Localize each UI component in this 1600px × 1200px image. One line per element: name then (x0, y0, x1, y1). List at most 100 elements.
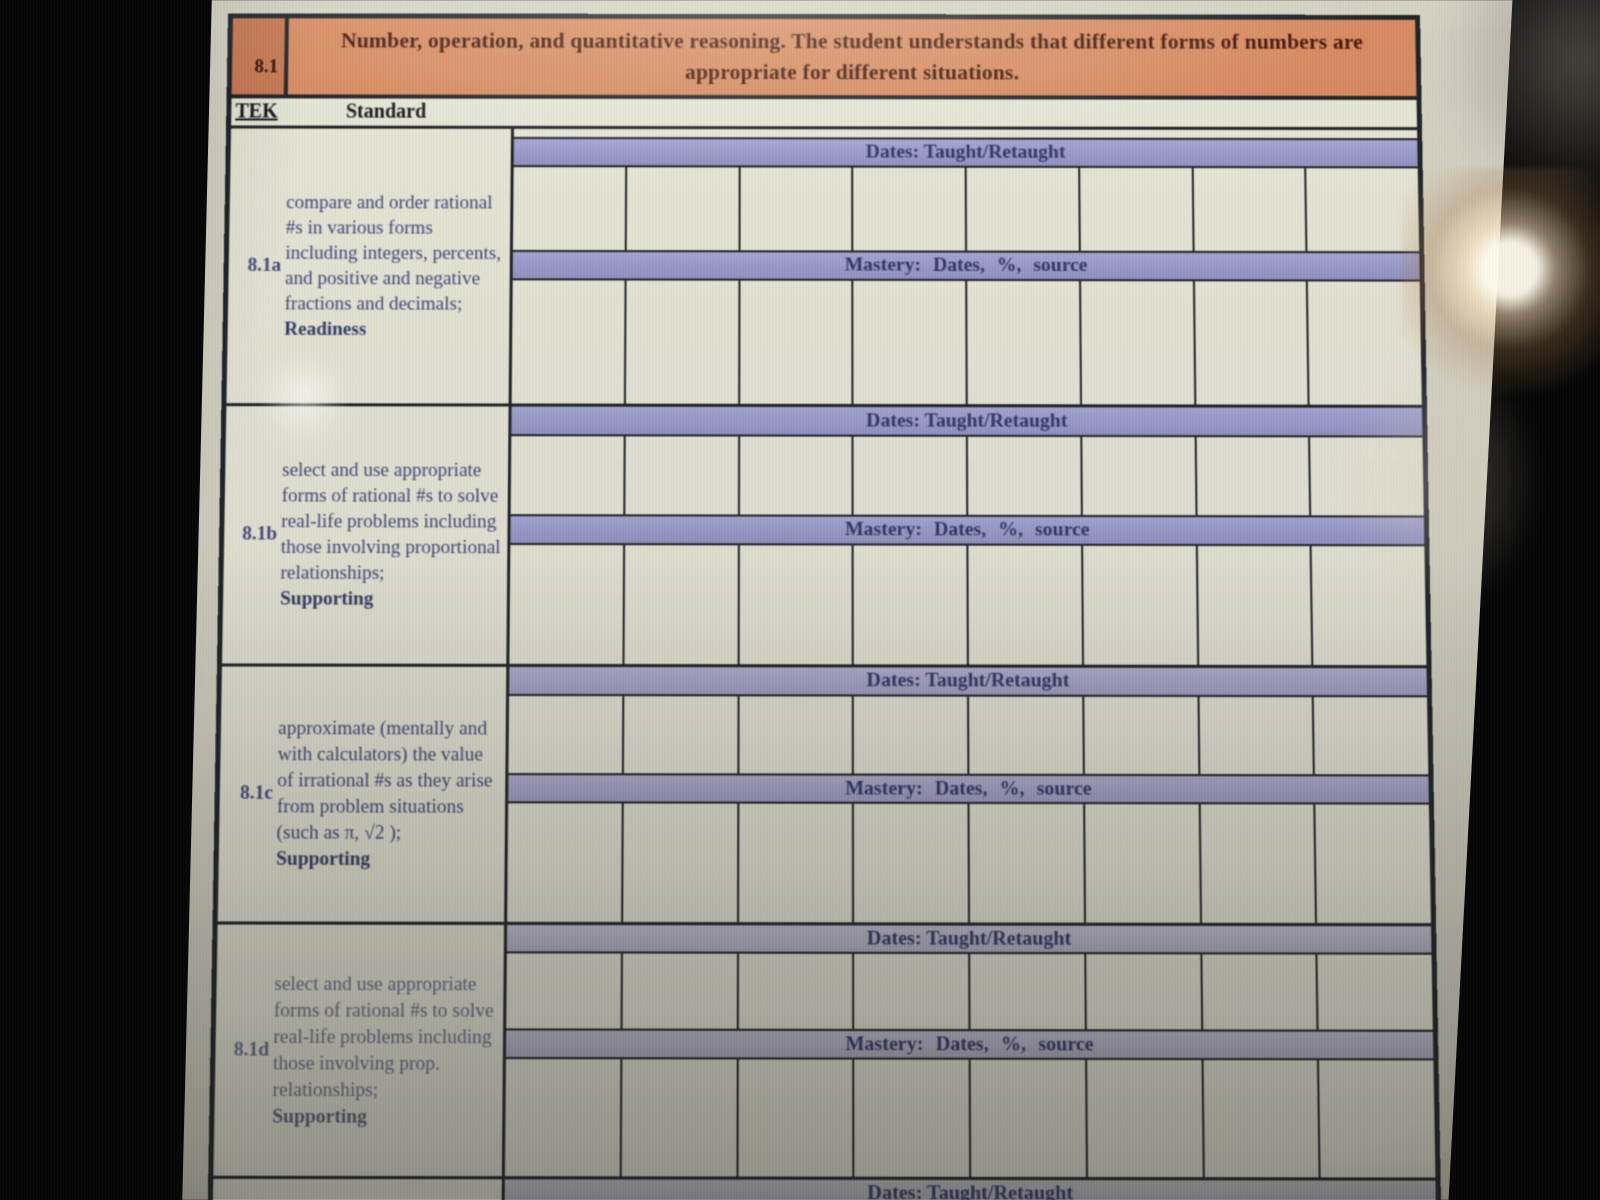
grid-cell[interactable] (854, 1059, 972, 1177)
dates-header-label: Dates: Taught/Retaught (866, 669, 1070, 692)
grid-cell[interactable] (1193, 168, 1308, 252)
dates-header-bar: Dates: Taught/Retaught (511, 406, 1423, 438)
grid-cell[interactable] (1312, 546, 1427, 665)
sections-container: 8.1a compare and order rational #s in var… (209, 128, 1440, 1200)
grid-cell[interactable] (1319, 1060, 1435, 1177)
tracking-grid: Dates: Taught/Retaught Mastery: Dates, %,… (511, 128, 1422, 405)
standards-table: 8.1 Number, operation, and quantitative … (205, 13, 1444, 1200)
grid-cell[interactable] (1084, 696, 1200, 775)
grid-cell[interactable] (511, 280, 627, 404)
grid-cell[interactable] (1086, 954, 1203, 1030)
standard-description: approximate (mentally and with calculato… (276, 715, 506, 872)
grid-cell[interactable] (622, 953, 739, 1029)
grid-cell[interactable] (1084, 804, 1202, 923)
tek-code: 8.1b (241, 523, 278, 545)
grid-cell[interactable] (854, 953, 971, 1030)
grid-cell[interactable] (854, 696, 970, 774)
mastery-header-label: Mastery: Dates, %, source (844, 254, 1088, 277)
grid-cell[interactable] (1201, 954, 1319, 1030)
grid-cell[interactable] (853, 280, 968, 405)
grid-cell[interactable] (1080, 281, 1196, 405)
grid-cell[interactable] (968, 545, 1084, 665)
standard-description-text: select and use appropriate forms of rati… (272, 972, 494, 1101)
grid-cell[interactable] (738, 803, 855, 923)
grid-cell[interactable] (970, 954, 1087, 1030)
grid-cell[interactable] (1079, 167, 1195, 251)
grid-cell[interactable] (738, 953, 855, 1029)
grid-cell[interactable] (853, 167, 968, 251)
grid-cell[interactable] (1318, 955, 1433, 1030)
grid-cell[interactable] (739, 545, 855, 665)
grid-cell[interactable] (1310, 437, 1423, 515)
dates-header-label: Dates: Taught/Retaught (867, 1181, 1074, 1200)
grid-cell[interactable] (509, 545, 625, 665)
grid-cell[interactable] (621, 1059, 739, 1177)
grid-cell[interactable] (510, 436, 626, 515)
entry-row (504, 1059, 1435, 1178)
standard-description: select and use appropriate forms of rati… (272, 970, 504, 1129)
column-header-row: TEK Standard (231, 98, 1418, 131)
standard-title-banner: Number, operation, and quantitative reas… (287, 18, 1417, 96)
standard-description-cell: 8.1c approximate (mentally and with calcu… (217, 666, 510, 922)
tracking-grid: Dates: Taught/Retaught Mastery: Dates, %,… (504, 924, 1435, 1178)
grid-cell[interactable] (854, 803, 971, 923)
grid-cell[interactable] (739, 436, 854, 515)
grid-cell[interactable] (738, 696, 855, 774)
grid-cell[interactable] (622, 803, 739, 923)
mastery-header-label: Mastery: Dates, %, source (845, 777, 1092, 800)
grid-cell[interactable] (738, 1059, 855, 1177)
grid-cell[interactable] (739, 280, 854, 404)
entry-row (506, 953, 1433, 1032)
grid-cell[interactable] (625, 436, 740, 515)
grid-cell[interactable] (623, 696, 740, 774)
standard-description-cell: 8.1b select and use appropriate forms of … (222, 406, 512, 664)
grid-cell[interactable] (625, 280, 740, 404)
standard-title-text: Number, operation, and quantitative reas… (340, 28, 1364, 85)
grid-cell[interactable] (624, 545, 740, 665)
table-header-row: 8.1 Number, operation, and quantitative … (231, 18, 1417, 101)
tek-column-header: TEK (235, 100, 278, 123)
grid-cell[interactable] (1082, 545, 1199, 665)
grid-cell[interactable] (506, 953, 623, 1029)
grid-cell[interactable] (740, 167, 854, 251)
grid-cell[interactable] (1200, 804, 1318, 923)
grid-cell[interactable] (1316, 804, 1431, 923)
grid-cell[interactable] (967, 280, 1082, 405)
grid-cell[interactable] (504, 1059, 623, 1177)
grid-cell[interactable] (967, 436, 1083, 515)
grid-cell[interactable] (969, 803, 1086, 923)
standard-section: 8.1d select and use appropriate forms of … (213, 924, 1436, 1181)
mastery-header-bar: Mastery: Dates, %, source (508, 775, 1429, 805)
dates-header-bar: Dates: Taught/Retaught (506, 924, 1432, 955)
grid-cell[interactable] (970, 1059, 1088, 1177)
grid-cell[interactable] (1194, 281, 1310, 405)
standard-type-tag: Supporting (279, 587, 374, 610)
grid-cell[interactable] (1203, 1060, 1321, 1178)
grid-cell[interactable] (853, 436, 969, 515)
entry-row (510, 436, 1424, 518)
mastery-header-bar: Mastery: Dates, %, source (510, 516, 1425, 547)
grid-cell[interactable] (853, 545, 969, 665)
tracking-grid: Dates: Taught/Retaught (503, 1179, 1439, 1200)
grid-cell[interactable] (1314, 697, 1428, 774)
grid-cell[interactable] (1196, 437, 1312, 516)
grid-cell[interactable] (1308, 281, 1422, 404)
grid-cell[interactable] (1086, 1059, 1205, 1178)
grid-cell[interactable] (1197, 545, 1314, 665)
grid-cell[interactable] (969, 696, 1085, 774)
standard-description-cell: 8.1a compare and order rational #s in var… (226, 128, 515, 404)
dates-header-bar: Dates: Taught/Retaught (504, 1179, 1436, 1200)
grid-cell[interactable] (966, 167, 1081, 251)
standard-code: 8.1 (254, 56, 279, 78)
grid-cell[interactable] (507, 803, 624, 922)
dates-header-bar: Dates: Taught/Retaught (513, 138, 1418, 169)
dates-header-label: Dates: Taught/Retaught (866, 409, 1068, 432)
grid-cell[interactable] (1199, 696, 1316, 775)
grid-cell[interactable] (626, 167, 741, 251)
grid-cell[interactable] (1306, 168, 1419, 251)
grid-cell[interactable] (1082, 437, 1198, 516)
grid-cell[interactable] (508, 696, 625, 774)
tek-code: 8.1c (239, 782, 274, 805)
grid-cell[interactable] (512, 167, 627, 251)
